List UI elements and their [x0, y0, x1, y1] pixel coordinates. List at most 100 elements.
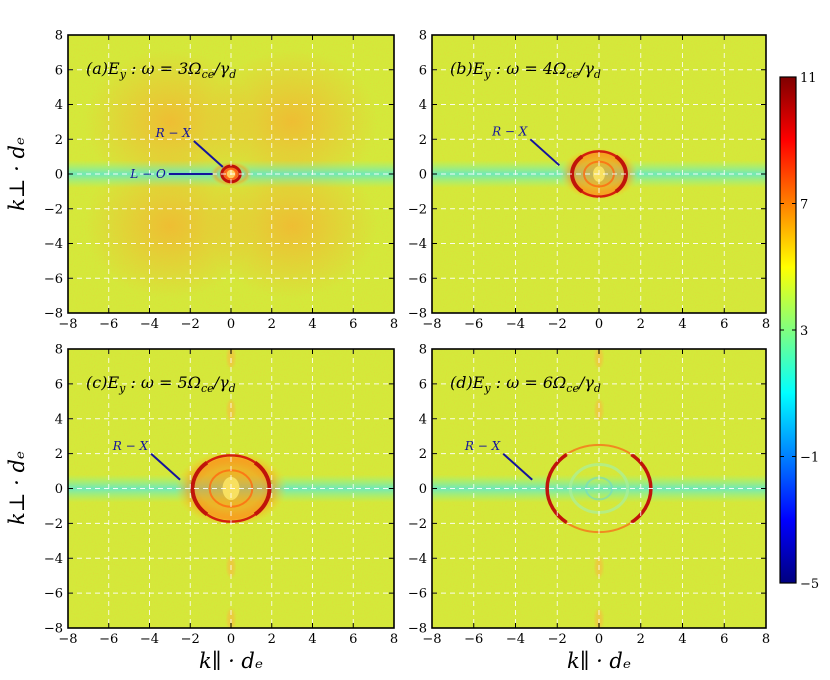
y-axis-label: k⊥ · dₑ: [5, 137, 29, 211]
x-tick-label: 8: [390, 317, 398, 332]
y-tick-label: 8: [419, 29, 427, 44]
x-tick-label: 8: [762, 632, 770, 647]
y-tick-label: −4: [44, 552, 63, 567]
x-tick-label: 6: [349, 632, 357, 647]
y-tick-label: −2: [44, 202, 63, 217]
y-tick-label: 2: [55, 133, 63, 148]
y-tick-label: −6: [408, 587, 427, 602]
x-tick-label: −6: [99, 317, 118, 332]
x-tick-label: 8: [390, 632, 398, 647]
y-tick-label: 0: [419, 168, 427, 183]
axial-spot: [227, 400, 235, 421]
wave-pointer: [502, 453, 533, 481]
x-axis-label: k∥ · dₑ: [199, 649, 263, 673]
x-tick-label: 4: [678, 317, 686, 332]
colorbar-tick-label: −1: [800, 451, 819, 466]
y-tick-label: −4: [44, 237, 63, 252]
x-tick-label: −6: [464, 317, 483, 332]
y-tick-label: −8: [408, 622, 427, 637]
axial-spot: [595, 609, 603, 628]
x-tick-label: −8: [422, 632, 441, 647]
y-tick-label: 4: [419, 412, 427, 427]
panel-title: (b)Ey : ω = 4Ωce/γd: [450, 59, 601, 81]
y-tick-label: −2: [408, 517, 427, 532]
y-tick-label: 6: [55, 63, 63, 78]
y-tick-label: 6: [55, 377, 63, 392]
colorbar-tick-label: −5: [800, 577, 819, 592]
wave-label: R − X: [112, 439, 149, 453]
axial-spot: [227, 609, 235, 628]
x-tick-label: −2: [548, 632, 567, 647]
y-tick-label: 8: [55, 343, 63, 358]
panel-title: (c)Ey : ω = 5Ωce/γd: [86, 373, 236, 395]
x-axis-label: k∥ · dₑ: [567, 649, 631, 673]
x-tick-label: −8: [58, 632, 77, 647]
y-tick-label: 0: [55, 482, 63, 497]
colorbar-tick-label: 7: [800, 198, 808, 213]
x-tick-label: −4: [506, 632, 525, 647]
panel-d: −8−8 −6 −6 −4 −4 −2 −2 0 0 2 2 4 4 6 6 8 8 (d)Ey : ω = 6Ω…: [408, 343, 770, 648]
y-tick-label: −8: [44, 622, 63, 637]
y-tick-label: −6: [44, 272, 63, 287]
y-tick-label: −4: [408, 552, 427, 567]
x-tick-label: 6: [720, 317, 728, 332]
wave-pointer: [150, 453, 181, 481]
x-tick-label: −2: [548, 317, 567, 332]
panel-b: −8−8 −6 −6 −4 −4 −2 −2 0 0 2 2 4 4 6 6 8 8 (b)Ey : ω = 4Ω…: [408, 29, 770, 333]
colorbar-tick-label: 11: [800, 71, 817, 86]
y-tick-label: 4: [55, 412, 63, 427]
y-tick-label: 8: [419, 343, 427, 358]
y-tick-label: −6: [408, 272, 427, 287]
x-tick-label: −2: [181, 632, 200, 647]
x-tick-label: −8: [58, 317, 77, 332]
x-tick-label: −2: [181, 317, 200, 332]
ring-cap-left: [545, 453, 568, 524]
y-tick-label: 8: [55, 29, 63, 44]
x-tick-label: 0: [595, 317, 603, 332]
x-tick-label: −4: [140, 317, 159, 332]
y-tick-label: −6: [44, 587, 63, 602]
x-tick-label: 6: [720, 632, 728, 647]
y-tick-label: −8: [408, 307, 427, 322]
x-tick-label: 0: [227, 632, 235, 647]
y-tick-label: −4: [408, 237, 427, 252]
x-tick-label: 2: [637, 632, 645, 647]
y-tick-label: 6: [419, 63, 427, 78]
wave-label: R − X: [464, 439, 501, 453]
x-tick-label: −8: [422, 317, 441, 332]
x-tick-label: 4: [678, 632, 686, 647]
x-tick-label: −6: [99, 632, 118, 647]
x-tick-label: 2: [268, 632, 276, 647]
x-tick-label: 8: [762, 317, 770, 332]
x-tick-label: 0: [227, 317, 235, 332]
ring-cap-left: [570, 154, 584, 194]
y-tick-label: 4: [419, 98, 427, 113]
x-tick-label: 6: [349, 317, 357, 332]
y-tick-label: −2: [44, 517, 63, 532]
wave-pointer: [193, 140, 224, 168]
panel-c: −8−8 −6 −6 −4 −4 −2 −2 0 0 2 2 4 4 6 6 8 8 (c)Ey : ω = 5Ω…: [44, 343, 398, 648]
y-tick-label: −8: [44, 307, 63, 322]
axial-spot: [595, 400, 603, 421]
colorbar-tick-label: 3: [800, 324, 808, 339]
y-tick-label: 2: [55, 447, 63, 462]
y-tick-label: 2: [419, 447, 427, 462]
x-tick-label: 4: [308, 632, 316, 647]
x-tick-label: −4: [140, 632, 159, 647]
x-tick-label: 2: [268, 317, 276, 332]
panel-a: −8−8 −6 −6 −4 −4 −2 −2 0 0 2 2 4 4 6 6 8 8 (a)Ey : ω = 3Ω…: [44, 29, 398, 333]
y-axis-label: k⊥ · dₑ: [5, 451, 29, 525]
x-tick-label: 0: [595, 632, 603, 647]
x-tick-label: 4: [308, 317, 316, 332]
wave-pointer: [529, 138, 561, 167]
colorbar: 11 7 3 −1 −5: [779, 71, 819, 592]
y-tick-label: 2: [419, 133, 427, 148]
y-tick-label: 6: [419, 377, 427, 392]
panel-title: (d)Ey : ω = 6Ωce/γd: [450, 373, 601, 395]
x-tick-label: −6: [464, 632, 483, 647]
y-tick-label: −2: [408, 202, 427, 217]
y-tick-label: 0: [419, 482, 427, 497]
ring-cap-left: [190, 461, 209, 516]
y-tick-label: 4: [55, 98, 63, 113]
